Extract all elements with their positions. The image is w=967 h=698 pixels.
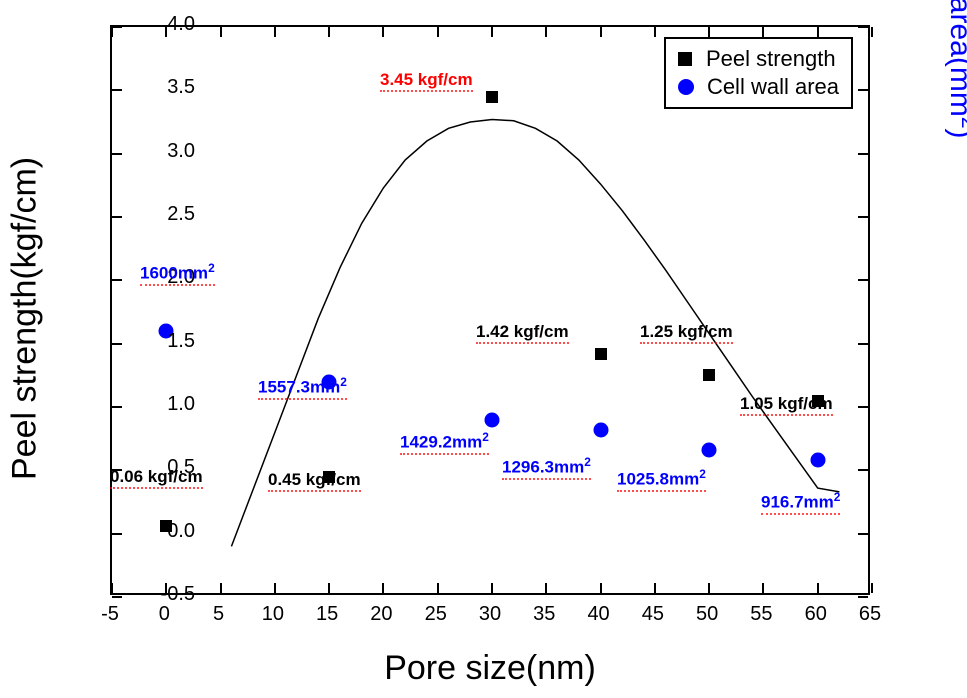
x-tick-label: 0 — [144, 603, 184, 626]
y-tick-label: 4.0 — [145, 13, 195, 36]
cell-point — [810, 453, 825, 468]
x-tick-label: 60 — [796, 603, 836, 626]
cell-point — [593, 422, 608, 437]
x-tick-label: 15 — [307, 603, 347, 626]
y-tick-label: 3.0 — [145, 140, 195, 163]
x-tick-label: 25 — [416, 603, 456, 626]
annotation: 916.7mm2 — [761, 490, 840, 515]
x-axis-title: Pore size(nm) — [110, 649, 870, 688]
annotation: 0.06 kgf/cm — [110, 467, 203, 489]
x-tick-label: 5 — [199, 603, 239, 626]
x-tick-label: -5 — [90, 603, 130, 626]
annotation: 1.25 kgf/cm — [640, 322, 733, 344]
x-tick-label: 40 — [579, 603, 619, 626]
legend-label: Cell wall area — [707, 74, 839, 100]
peel-point — [595, 348, 607, 360]
annotation: 1600mm2 — [140, 261, 215, 286]
x-tick-label: 55 — [741, 603, 781, 626]
y-tick-label: 0.0 — [145, 520, 195, 543]
y-tick-label: 1.5 — [145, 330, 195, 353]
annotation: 1025.8mm2 — [617, 467, 706, 492]
annotation: 1.05 kgf/cm — [740, 394, 833, 416]
peel-point — [703, 369, 715, 381]
cell-point — [485, 412, 500, 427]
legend-label: Peel strength — [706, 46, 836, 72]
y-tick-label: -0.5 — [145, 583, 195, 606]
cell-point — [702, 443, 717, 458]
y-tick-label: 1.0 — [145, 393, 195, 416]
x-tick-label: 10 — [253, 603, 293, 626]
circle-icon — [678, 79, 694, 95]
x-tick-label: 50 — [687, 603, 727, 626]
annotation: 1296.3mm2 — [502, 455, 591, 480]
annotation: 1.42 kgf/cm — [476, 322, 569, 344]
x-tick-label: 30 — [470, 603, 510, 626]
x-tick-label: 35 — [524, 603, 564, 626]
square-icon — [678, 52, 692, 66]
y-tick-label: 3.5 — [145, 76, 195, 99]
x-tick-label: 20 — [361, 603, 401, 626]
plot-area: Peel strength Cell wall area — [110, 25, 870, 595]
annotation: 0.45 kgf/cm — [268, 470, 361, 492]
annotation: 1429.2mm2 — [400, 430, 489, 455]
legend-item-peel: Peel strength — [678, 45, 839, 73]
annotation: 1557.3mm2 — [258, 375, 347, 400]
peel-point — [486, 91, 498, 103]
x-tick-label: 65 — [850, 603, 890, 626]
annotation: 3.45 kgf/cm — [380, 70, 473, 92]
fit-curve — [112, 27, 868, 593]
y-tick-label: 2.5 — [145, 203, 195, 226]
y-axis-right-title: Cell wall area(mm2) — [944, 0, 967, 139]
x-tick-label: 45 — [633, 603, 673, 626]
legend: Peel strength Cell wall area — [664, 37, 853, 109]
legend-item-cell: Cell wall area — [678, 73, 839, 101]
y-axis-left-title: Peel strength(kgf/cm) — [6, 157, 45, 480]
chart-container: Peel strength Cell wall area Pore size(n… — [0, 0, 967, 698]
